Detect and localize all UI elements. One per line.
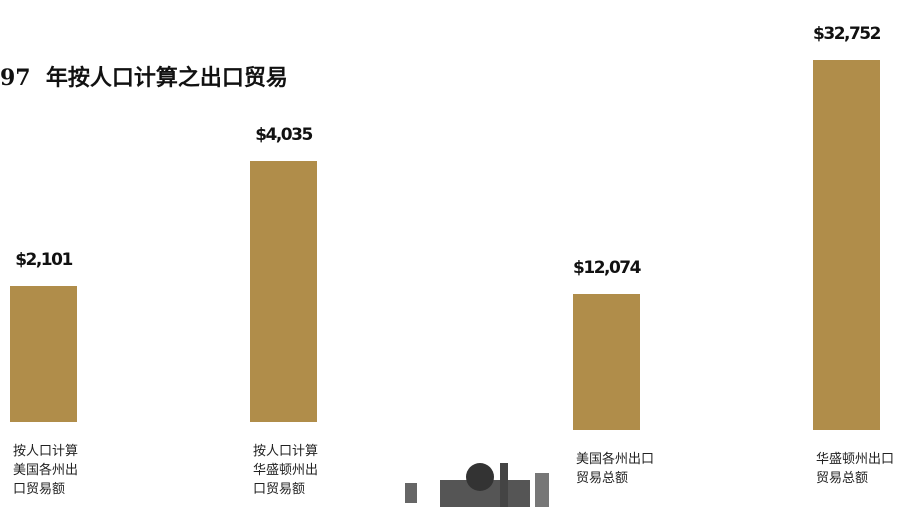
chart-title: 97 年按人口计算之出口贸易 [0, 65, 288, 91]
value-label: $32,752 [813, 24, 881, 44]
category-label: 华盛顿州出口贸易总额 [816, 452, 895, 486]
bar [10, 286, 77, 422]
value-label: $12,074 [573, 257, 641, 278]
bar [573, 293, 640, 430]
category-label: 按人口计算华盛顿州出口贸易额 [253, 444, 319, 497]
bar [250, 161, 317, 422]
category-label: 按人口计算美国各州出口贸易额 [13, 444, 79, 497]
value-label: $2,101 [15, 250, 73, 271]
decorative-image [405, 463, 549, 507]
value-label: $4,035 [255, 125, 313, 145]
category-label: 美国各州出口贸易总额 [576, 452, 655, 486]
bar [813, 60, 880, 430]
